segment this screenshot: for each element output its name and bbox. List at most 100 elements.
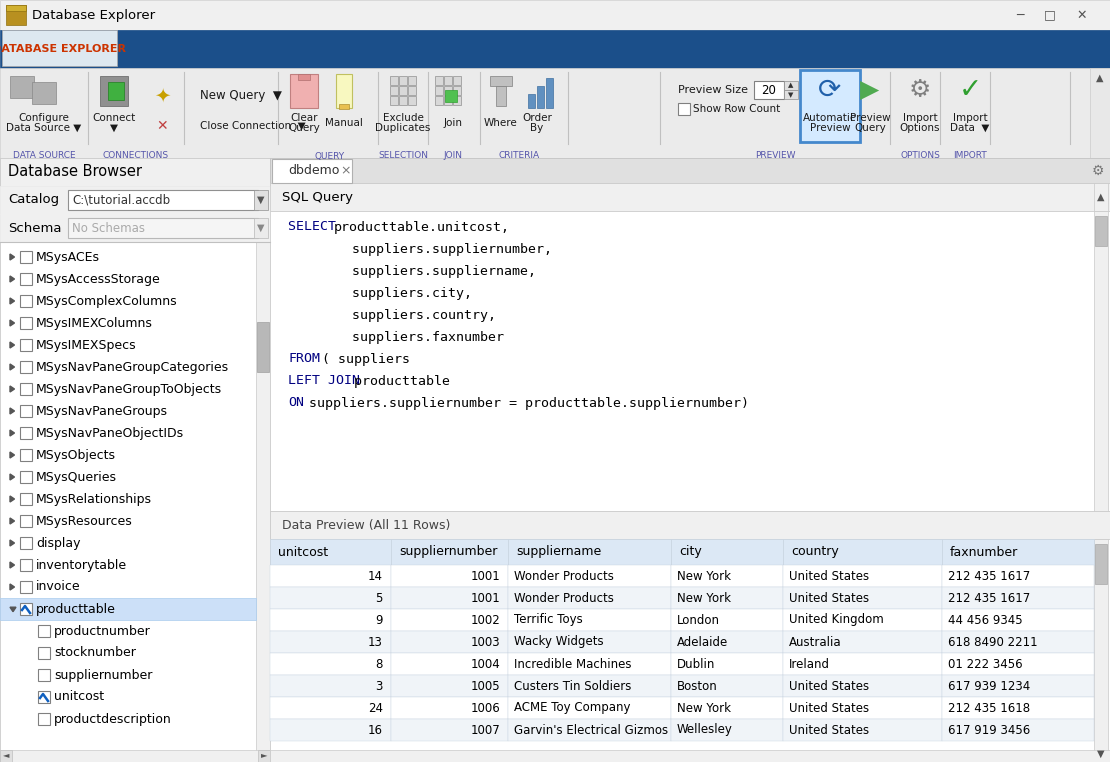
Bar (537, 86, 544, 108)
Text: Garvin's Electrical Gizmos: Garvin's Electrical Gizmos (514, 723, 668, 737)
Bar (1094, 216, 1107, 246)
Text: MSysNavPaneGroupToObjects: MSysNavPaneGroupToObjects (36, 383, 222, 395)
Text: Connect: Connect (92, 113, 135, 123)
Text: suppliers.faxnumber: suppliers.faxnumber (287, 331, 504, 344)
Text: suppliers.city,: suppliers.city, (287, 287, 472, 299)
Text: Wellesley: Wellesley (677, 723, 733, 737)
Bar (258, 322, 269, 372)
Text: faxnumber: faxnumber (950, 546, 1018, 559)
Bar (20, 361, 32, 373)
Polygon shape (10, 298, 14, 304)
Text: unitcost: unitcost (278, 546, 329, 559)
Text: ✕: ✕ (157, 119, 168, 133)
Bar (2, 30, 117, 66)
Bar (784, 90, 798, 99)
Polygon shape (10, 496, 14, 502)
Polygon shape (10, 342, 14, 348)
Text: ▲: ▲ (788, 82, 794, 88)
Polygon shape (10, 276, 14, 282)
Bar (390, 96, 398, 105)
Polygon shape (10, 430, 14, 436)
Text: Configure: Configure (19, 113, 70, 123)
Text: 44 456 9345: 44 456 9345 (948, 613, 1022, 626)
Bar (398, 96, 407, 105)
Text: 1003: 1003 (471, 636, 500, 648)
Bar (38, 691, 50, 703)
Bar (672, 653, 783, 675)
Text: ⟳: ⟳ (818, 76, 841, 104)
Text: 1006: 1006 (471, 702, 500, 715)
Text: suppliers.country,: suppliers.country, (287, 309, 496, 322)
Text: 14: 14 (369, 569, 383, 582)
Bar (38, 625, 50, 637)
Text: ▶: ▶ (860, 78, 879, 102)
Bar (942, 631, 1094, 653)
Bar (20, 581, 32, 593)
Bar (783, 675, 942, 697)
Bar (784, 81, 798, 90)
Bar (20, 493, 32, 505)
Polygon shape (10, 364, 14, 370)
Text: Duplicates: Duplicates (375, 123, 431, 133)
Text: 1001: 1001 (471, 591, 500, 604)
Text: 13: 13 (369, 636, 383, 648)
Text: Import: Import (952, 113, 987, 123)
Text: 212 435 1617: 212 435 1617 (948, 591, 1030, 604)
Text: MSysObjects: MSysObjects (36, 449, 117, 462)
Text: 1007: 1007 (471, 723, 500, 737)
Bar (528, 94, 535, 108)
Bar (508, 609, 672, 631)
Bar (20, 317, 32, 329)
Bar (783, 631, 942, 653)
Text: suppliernumber: suppliernumber (398, 546, 497, 559)
Text: OPTIONS: OPTIONS (900, 152, 940, 161)
Polygon shape (10, 540, 14, 546)
Text: 212 435 1618: 212 435 1618 (948, 702, 1030, 715)
Text: Query: Query (854, 123, 886, 133)
Bar (391, 631, 508, 653)
Text: ►: ► (261, 751, 268, 760)
Polygon shape (10, 254, 14, 260)
Bar (20, 515, 32, 527)
Bar (0, 598, 256, 620)
Text: 617 919 3456: 617 919 3456 (948, 723, 1030, 737)
Bar (20, 273, 32, 285)
Text: United States: United States (789, 702, 869, 715)
Bar (270, 511, 1110, 539)
Bar (942, 675, 1094, 697)
Text: JOIN: JOIN (444, 152, 463, 161)
Text: By: By (531, 123, 544, 133)
Bar (0, 186, 270, 214)
Text: Database Explorer: Database Explorer (32, 8, 155, 21)
Text: ▲: ▲ (1098, 192, 1104, 202)
Text: Wonder Products: Wonder Products (514, 569, 614, 582)
Text: Preview: Preview (809, 123, 850, 133)
Text: MSysQueries: MSysQueries (36, 470, 117, 484)
Bar (0, 214, 270, 242)
Text: suppliernumber: suppliernumber (54, 668, 152, 681)
Text: Clear: Clear (290, 113, 317, 123)
Text: 9: 9 (375, 613, 383, 626)
Text: LEFT JOIN: LEFT JOIN (287, 374, 360, 388)
Bar (1094, 183, 1108, 211)
Text: C:\tutorial.accdb: C:\tutorial.accdb (72, 194, 170, 207)
Polygon shape (10, 452, 14, 458)
Text: 5: 5 (375, 591, 383, 604)
Text: No Schemas: No Schemas (72, 222, 145, 235)
Text: productdescription: productdescription (54, 712, 172, 725)
Text: suppliers.suppliernumber,: suppliers.suppliernumber, (287, 242, 552, 255)
Text: Australia: Australia (789, 636, 841, 648)
Text: stocknumber: stocknumber (54, 646, 135, 659)
Bar (20, 251, 32, 263)
Bar (270, 158, 1110, 183)
Bar (20, 339, 32, 351)
Text: 24: 24 (369, 702, 383, 715)
Bar (20, 471, 32, 483)
Bar (270, 675, 391, 697)
Text: MSysNavPaneGroupCategories: MSysNavPaneGroupCategories (36, 360, 229, 373)
Bar (6, 5, 26, 25)
Text: Manual: Manual (325, 118, 363, 128)
Bar (270, 719, 391, 741)
Text: MSysAccessStorage: MSysAccessStorage (36, 273, 161, 286)
Bar (942, 653, 1094, 675)
